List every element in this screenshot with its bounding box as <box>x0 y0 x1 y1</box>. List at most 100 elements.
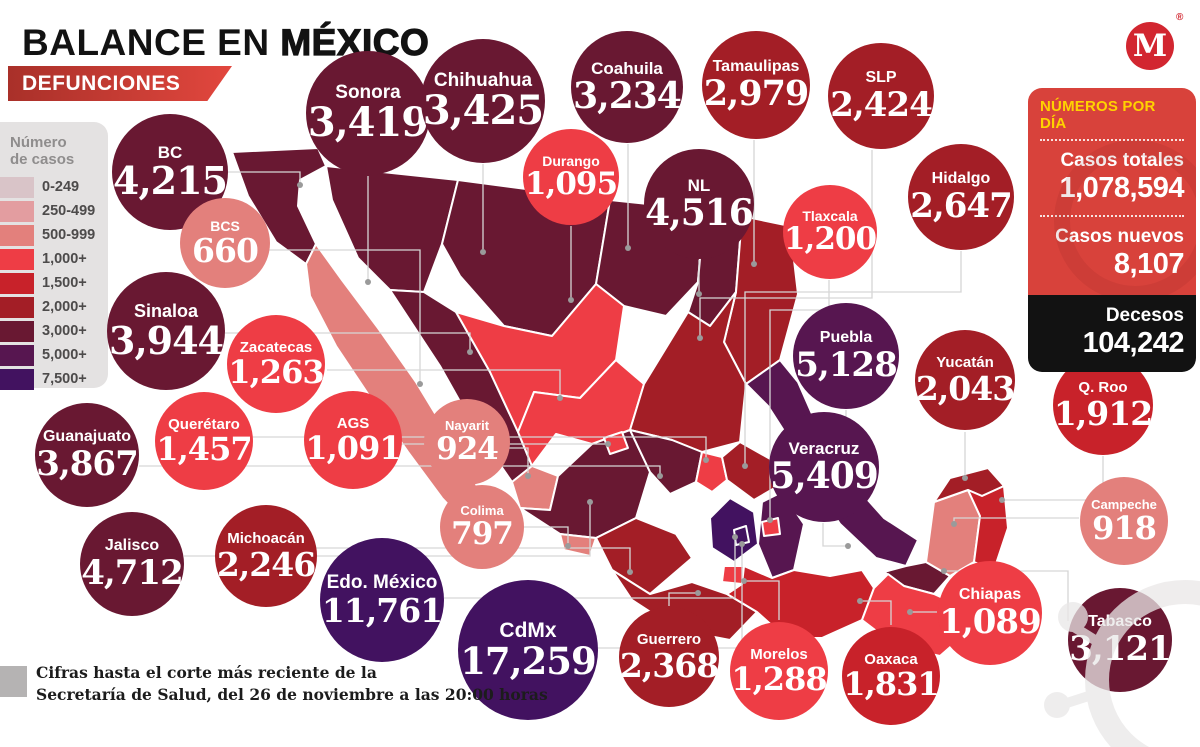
state-circle-zacatecas: Zacatecas 1,263 <box>227 315 325 413</box>
state-deaths-value: 660 <box>192 231 259 271</box>
state-name: Guanajuato <box>42 428 131 446</box>
state-name: Sonora <box>335 81 401 103</box>
state-deaths-value: 2,979 <box>703 73 810 115</box>
state-circle-oaxaca: Oaxaca 1,831 <box>842 627 940 725</box>
state-name: Michoacán <box>227 530 305 548</box>
state-circle-nl: NL 4,516 <box>644 149 754 259</box>
panel-title: NÚMEROS POR DÍA <box>1040 98 1184 141</box>
state-circle-slp: SLP 2,424 <box>828 43 934 149</box>
legend-label: 3,000+ <box>42 323 87 339</box>
state-name: Chihuahua <box>433 69 533 91</box>
state-circle-chihuahua: Chihuahua 3,425 <box>421 39 545 163</box>
state-circle-tamaulipas: Tamaulipas 2,979 <box>702 31 810 139</box>
state-name: Edo. México <box>326 572 438 594</box>
state-circle-nayarit: Nayarit 924 <box>424 399 510 485</box>
state-name: Colima <box>460 503 504 519</box>
decesos-label: Decesos <box>1105 305 1184 326</box>
map-state-slp <box>629 291 747 453</box>
legend-swatch <box>0 176 34 198</box>
legend: Número de casos 0-249 250-499 500-999 1,000… <box>0 122 108 391</box>
state-deaths-value: 4,712 <box>81 552 183 593</box>
legend-item: 5,000+ <box>0 343 108 367</box>
state-circle-sinaloa: Sinaloa 3,944 <box>107 272 225 390</box>
legend-item: 500-999 <box>0 223 108 247</box>
state-name: BCS <box>210 217 240 234</box>
state-deaths-value: 3,425 <box>422 87 544 135</box>
legend-items: 0-249 250-499 500-999 1,000+ 1,500+ 2,000+ 3,0… <box>0 175 108 391</box>
mexico-map <box>231 147 1009 657</box>
state-deaths-value: 2,424 <box>830 84 932 125</box>
legend-item: 7,500+ <box>0 367 108 391</box>
legend-swatch <box>0 224 34 246</box>
state-deaths-value: 4,215 <box>113 158 228 204</box>
state-circle-bcs: BCS 660 <box>180 198 270 288</box>
state-deaths-value: 3,867 <box>36 443 138 484</box>
state-name: Zacatecas <box>239 338 313 356</box>
state-deaths-value: 1,457 <box>156 430 252 469</box>
state-deaths-value: 1,200 <box>783 221 877 258</box>
state-deaths-value: 1,091 <box>305 429 401 468</box>
legend-label: 500-999 <box>42 227 96 243</box>
legend-label: 5,000+ <box>42 347 87 363</box>
state-name: Yucatán <box>936 354 994 372</box>
state-name: Q. Roo <box>1078 379 1128 397</box>
state-circle-tabasco: Tabasco 3,121 <box>1068 588 1172 692</box>
state-name: Chiapas <box>958 586 1022 604</box>
state-deaths-value: 3,944 <box>109 317 224 363</box>
state-circle-ags: AGS 1,091 <box>304 391 402 489</box>
state-deaths-value: 2,368 <box>619 645 719 685</box>
state-circle-colima: Colima 797 <box>440 485 524 569</box>
state-name: Tlaxcala <box>802 207 858 224</box>
state-circle-edomxico: Edo. México 11,761 <box>320 538 444 662</box>
decesos-value: 104,242 <box>1082 327 1185 359</box>
state-circle-hidalgo: Hidalgo 2,647 <box>908 144 1014 250</box>
map-state-colima <box>559 533 597 557</box>
state-deaths-value: 3,234 <box>573 75 682 118</box>
legend-swatch <box>0 296 34 318</box>
map-state-sonora <box>325 165 459 293</box>
legend-label: 1,500+ <box>42 275 87 291</box>
title-regular: BALANCE EN <box>22 22 281 63</box>
state-circle-veracruz: Veracruz 5,409 <box>769 412 879 522</box>
state-deaths-value: 5,128 <box>795 344 897 385</box>
state-deaths-value: 924 <box>436 430 499 467</box>
state-deaths-value: 5,409 <box>770 455 879 498</box>
state-name: Coahuila <box>591 58 663 78</box>
state-name: CdMx <box>499 618 557 642</box>
legend-item: 3,000+ <box>0 319 108 343</box>
state-deaths-value: 1,912 <box>1053 393 1153 433</box>
casos-totales-label: Casos totales <box>1060 150 1184 171</box>
state-name: Guerrero <box>636 631 702 649</box>
state-name: Jalisco <box>104 537 160 555</box>
state-circle-guerrero: Guerrero 2,368 <box>619 607 719 707</box>
legend-swatch <box>0 320 34 342</box>
legend-label: 0-249 <box>42 179 80 195</box>
state-name: Campeche <box>1091 496 1157 512</box>
legend-label: 250-499 <box>42 203 96 219</box>
state-deaths-value: 3,121 <box>1069 628 1171 669</box>
state-deaths-value: 2,043 <box>915 368 1015 408</box>
state-deaths-value: 1,288 <box>731 660 827 699</box>
map-state-tlaxcala <box>761 517 781 537</box>
legend-swatch <box>0 272 34 294</box>
legend-swatch <box>0 200 34 222</box>
state-circle-campeche: Campeche 918 <box>1080 477 1168 565</box>
legend-item: 2,000+ <box>0 295 108 319</box>
state-name: Oaxaca <box>864 650 918 668</box>
state-circle-coahuila: Coahuila 3,234 <box>571 31 683 143</box>
defunciones-badge: DEFUNCIONES <box>8 66 232 101</box>
state-circle-jalisco: Jalisco 4,712 <box>80 512 184 616</box>
state-deaths-value: 918 <box>1092 509 1157 548</box>
state-circle-guanajuato: Guanajuato 3,867 <box>35 403 139 507</box>
state-circle-quertaro: Querétaro 1,457 <box>155 392 253 490</box>
state-circle-chiapas: Chiapas 1,089 <box>938 561 1042 665</box>
state-name: Tamaulipas <box>712 57 800 75</box>
state-deaths-value: 17,259 <box>460 639 597 684</box>
state-deaths-value: 11,761 <box>321 590 443 630</box>
milenio-logo: M <box>1126 22 1174 70</box>
state-deaths-value: 4,516 <box>645 192 754 235</box>
legend-swatch <box>0 368 34 390</box>
footer-swatch <box>0 666 27 697</box>
state-name: Hidalgo <box>931 170 991 188</box>
